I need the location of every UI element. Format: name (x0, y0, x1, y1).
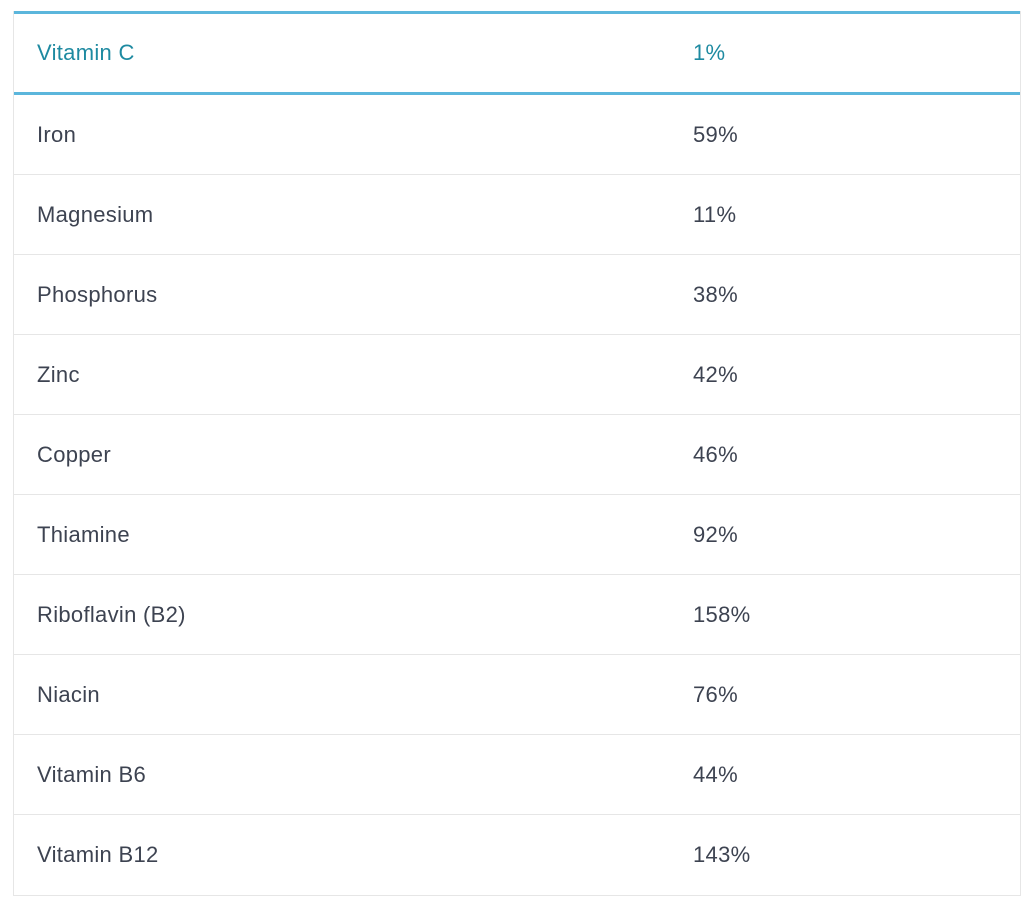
nutrient-value: 1% (693, 40, 726, 65)
nutrient-name: Vitamin B6 (37, 761, 146, 787)
nutrient-name: Zinc (37, 361, 80, 387)
nutrient-value: 59% (693, 121, 738, 147)
table-row: Vitamin B12 143% (14, 815, 1020, 895)
nutrient-value: 46% (693, 441, 738, 467)
table-row: Iron 59% (14, 95, 1020, 175)
nutrient-value: 11% (693, 201, 737, 227)
table-row: Vitamin B6 44% (14, 735, 1020, 815)
nutrient-name: Riboflavin (B2) (37, 601, 186, 627)
table-row: Riboflavin (B2) 158% (14, 575, 1020, 655)
table-row: Thiamine 92% (14, 495, 1020, 575)
table-row: Phosphorus 38% (14, 255, 1020, 335)
table-row: Copper 46% (14, 415, 1020, 495)
nutrient-name: Thiamine (37, 521, 130, 547)
nutrient-name: Magnesium (37, 201, 154, 227)
nutrient-value: 158% (693, 601, 751, 627)
nutrient-name: Iron (37, 121, 77, 147)
nutrient-name: Phosphorus (37, 281, 158, 307)
nutrient-name: Vitamin B12 (37, 842, 159, 867)
nutrient-table: Vitamin C 1% Iron 59% Magnesium 11% Phos… (13, 11, 1021, 896)
table-row-highlighted: Vitamin C 1% (14, 11, 1020, 95)
nutrient-value: 76% (693, 681, 738, 707)
nutrient-value: 143% (693, 842, 751, 867)
table-row: Zinc 42% (14, 335, 1020, 415)
nutrient-name: Vitamin C (37, 40, 135, 65)
nutrient-name: Niacin (37, 681, 100, 707)
nutrient-value: 42% (693, 361, 738, 387)
table-row: Magnesium 11% (14, 175, 1020, 255)
table-row: Niacin 76% (14, 655, 1020, 735)
nutrient-value: 38% (693, 281, 738, 307)
nutrient-value: 92% (693, 521, 738, 547)
nutrient-name: Copper (37, 441, 111, 467)
nutrient-value: 44% (693, 761, 738, 787)
